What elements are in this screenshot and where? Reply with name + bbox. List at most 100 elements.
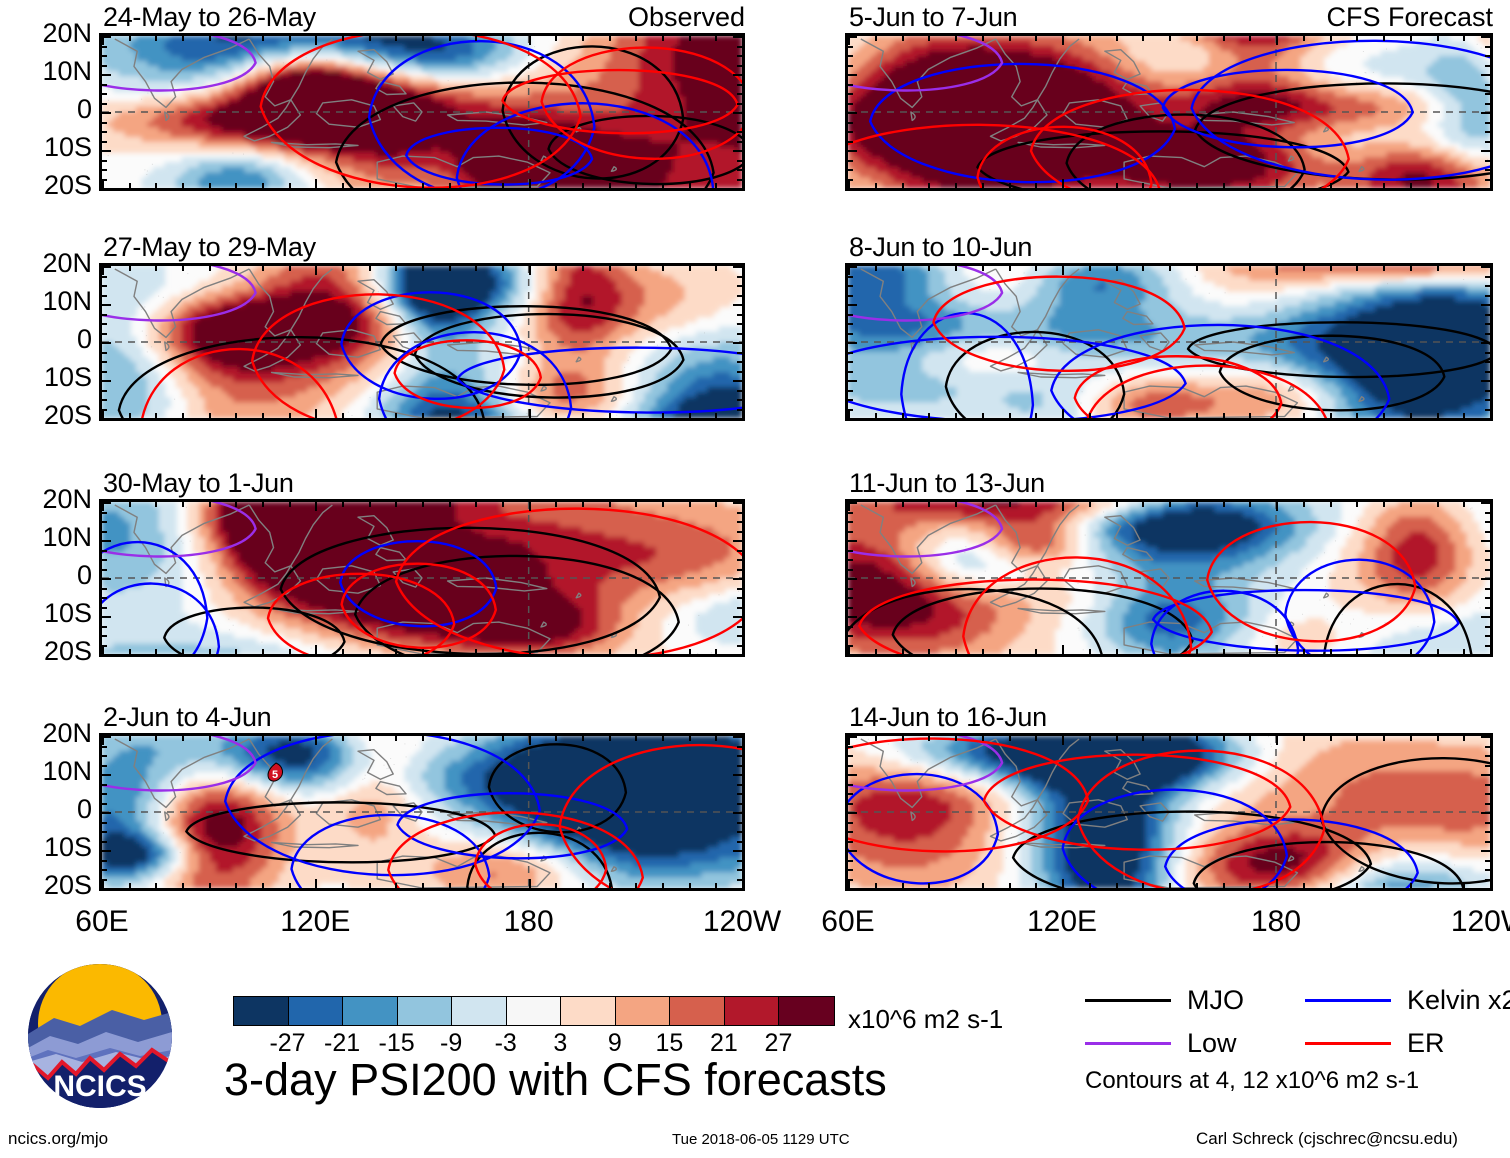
- colorbar-tick-1: -21: [312, 1029, 372, 1058]
- panel-corner-p1: Observed: [545, 2, 745, 33]
- colorbar-swatch-5: [505, 996, 562, 1026]
- contour-er: [259, 36, 582, 188]
- contour-er: [1205, 520, 1417, 643]
- y-tick-1-3: 10S: [0, 362, 92, 393]
- contour-note: Contours at 4, 12 x10^6 m2 s-1: [1085, 1067, 1419, 1095]
- storm-marker: 5: [265, 762, 287, 788]
- x-tick-1-2: 180: [1231, 905, 1321, 939]
- contour-low: [848, 36, 1004, 92]
- contour-kelvin: [367, 40, 596, 188]
- contour-low: [102, 502, 257, 558]
- ncics-logo: NCICS: [20, 962, 180, 1110]
- colorbar-swatch-6: [560, 996, 617, 1026]
- contour-er: [1076, 749, 1326, 888]
- contour-kelvin: [396, 792, 629, 860]
- contour-kelvin: [456, 346, 742, 414]
- panel-title-p2: 27-May to 29-May: [103, 232, 316, 263]
- legend-item-mjo: MJO: [1085, 985, 1305, 1016]
- y-tick-3-2: 0: [0, 794, 92, 825]
- y-tick-0-1: 10N: [0, 56, 92, 87]
- panel-plot-p8[interactable]: [845, 733, 1493, 891]
- colorbar-tick-2: -15: [367, 1029, 427, 1058]
- contour-er: [1029, 88, 1350, 188]
- panel-plot-p7[interactable]: [845, 499, 1493, 657]
- contour-er: [340, 562, 498, 649]
- footer-site[interactable]: ncics.org/mjo: [8, 1129, 108, 1149]
- contour-kelvin: [290, 813, 491, 888]
- legend-line-er: [1305, 1042, 1391, 1045]
- y-tick-2-3: 10S: [0, 598, 92, 629]
- colorbar-swatch-3: [396, 996, 453, 1026]
- y-tick-2-2: 0: [0, 560, 92, 591]
- contour-er: [250, 293, 506, 418]
- contour-er: [982, 753, 1292, 851]
- y-tick-1-1: 10N: [0, 286, 92, 317]
- contour-kelvin: [1161, 68, 1414, 149]
- panel-plot-p3[interactable]: [99, 499, 745, 657]
- contour-kelvin: [339, 540, 498, 628]
- panel-plot-p2[interactable]: [99, 263, 745, 421]
- contour-mjo: [1193, 82, 1490, 181]
- legend-line-low: [1085, 1042, 1171, 1045]
- contour-low: [848, 736, 1004, 792]
- colorbar-tick-9: 27: [748, 1029, 808, 1058]
- contour-er: [394, 507, 742, 654]
- colorbar-swatch-10: [778, 996, 835, 1026]
- contour-kelvin: [1050, 323, 1391, 418]
- contour-mjo: [1319, 757, 1490, 885]
- panel-plot-p1[interactable]: [99, 33, 745, 191]
- contour-kelvin: [1151, 588, 1460, 652]
- contour-er: [1073, 355, 1283, 418]
- contour-mjo: [1323, 582, 1473, 654]
- y-tick-0-2: 0: [0, 94, 92, 125]
- x-tick-0-0: 60E: [57, 905, 147, 939]
- panel-title-p7: 11-Jun to 13-Jun: [849, 468, 1045, 499]
- contour-kelvin: [1190, 39, 1490, 181]
- colorbar-tick-3: -9: [421, 1029, 481, 1058]
- legend-line-mjo: [1085, 999, 1171, 1002]
- contour-er: [141, 347, 338, 418]
- panel-plot-p5[interactable]: [845, 33, 1493, 191]
- contour-low: [848, 266, 1004, 322]
- colorbar-units: x10^6 m2 s-1: [848, 1004, 1003, 1035]
- legend-label-mjo: MJO: [1187, 985, 1244, 1016]
- contour-er: [976, 125, 1153, 188]
- y-tick-1-4: 20S: [0, 400, 92, 431]
- x-tick-1-1: 120E: [1017, 905, 1107, 939]
- contour-mjo: [334, 81, 715, 188]
- colorbar-swatch-7: [614, 996, 671, 1026]
- contour-er: [393, 339, 543, 410]
- legend-label-low: Low: [1187, 1028, 1237, 1059]
- contour-mjo: [279, 526, 662, 654]
- contour-low: [102, 736, 257, 792]
- y-tick-0-4: 20S: [0, 170, 92, 201]
- x-tick-0-1: 120E: [270, 905, 360, 939]
- contour-er: [558, 743, 742, 888]
- colorbar-tick-0: -27: [258, 1029, 318, 1058]
- y-tick-3-1: 10N: [0, 756, 92, 787]
- contour-er: [540, 46, 742, 160]
- colorbar-tick-8: 21: [694, 1029, 754, 1058]
- contour-kelvin: [102, 582, 221, 654]
- contour-mjo: [466, 831, 613, 888]
- contour-kelvin: [404, 126, 594, 186]
- panel-plot-p6[interactable]: [845, 263, 1493, 421]
- contour-kelvin: [1061, 788, 1289, 888]
- panel-plot-p4[interactable]: 5: [99, 733, 745, 891]
- x-tick-1-3: 120W: [1445, 905, 1510, 939]
- legend-line-kelvin-x2: [1305, 999, 1391, 1002]
- colorbar-swatch-4: [451, 996, 508, 1026]
- panel-title-p5: 5-Jun to 7-Jun: [849, 2, 1018, 33]
- contour-kelvin: [848, 335, 1187, 418]
- x-tick-0-2: 180: [484, 905, 574, 939]
- contour-kelvin: [900, 311, 1035, 418]
- colorbar-swatch-8: [669, 996, 726, 1026]
- panel-title-p4: 2-Jun to 4-Jun: [103, 702, 272, 733]
- contour-kelvin: [868, 62, 1177, 184]
- contour-mjo: [1011, 810, 1373, 888]
- contour-kelvin: [848, 772, 1000, 885]
- contour-er: [1087, 364, 1327, 418]
- y-tick-0-3: 10S: [0, 132, 92, 163]
- main-title: 3-day PSI200 with CFS forecasts: [224, 1054, 887, 1106]
- legend-item-kelvin: Kelvin x2: [1305, 985, 1510, 1016]
